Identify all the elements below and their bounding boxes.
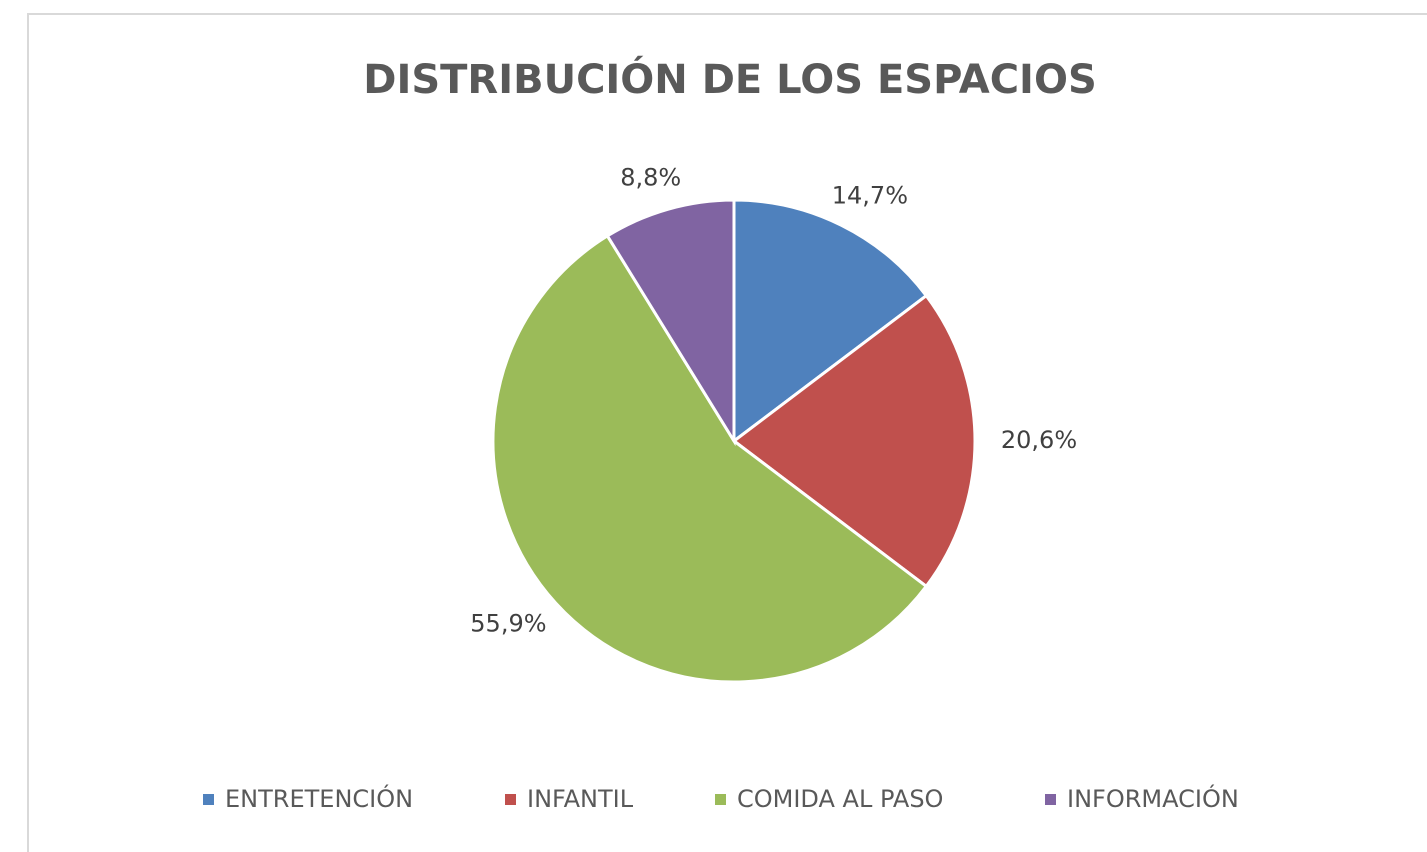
data-label: 8,8% <box>620 163 681 191</box>
data-label: 20,6% <box>1001 426 1077 454</box>
legend-marker <box>505 794 516 805</box>
data-label: 14,7% <box>832 182 908 210</box>
legend-label: INFORMACIÓN <box>1067 783 1239 813</box>
legend-label: INFANTIL <box>527 785 634 813</box>
chart-title: DISTRIBUCIÓN DE LOS ESPACIOS <box>363 55 1097 103</box>
pie-slice <box>491 233 929 684</box>
data-label: 55,9% <box>470 610 546 638</box>
legend-marker <box>203 794 214 805</box>
pie-slice <box>605 198 736 447</box>
pie-slice <box>732 198 929 445</box>
legend-label: COMIDA AL PASO <box>737 785 943 813</box>
legend-label: ENTRETENCIÓN <box>225 783 413 813</box>
pie-slice <box>731 293 977 589</box>
legend-marker <box>715 794 726 805</box>
legend-marker <box>1045 794 1056 805</box>
